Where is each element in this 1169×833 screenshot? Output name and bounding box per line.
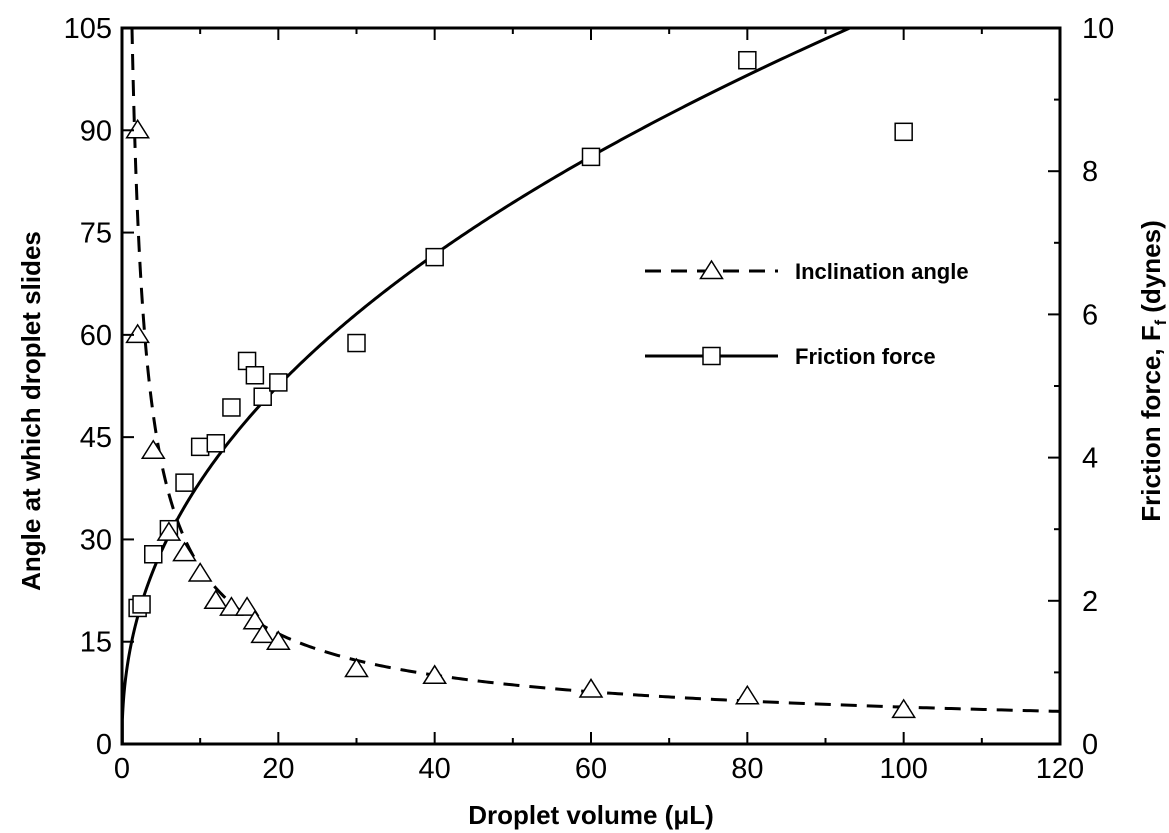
y-left-tick-label: 60 — [80, 320, 112, 352]
friction-force-point — [245, 366, 265, 385]
y-left-tick-label: 45 — [80, 422, 112, 454]
x-axis-title: Droplet volume (μL) — [468, 800, 714, 830]
y-left-tick-label: 30 — [80, 524, 112, 556]
y-left-tick-label: 75 — [80, 218, 112, 250]
y-right-tick-label: 10 — [1082, 13, 1114, 45]
inclination-angle-point — [219, 596, 244, 616]
friction-force-point — [190, 437, 210, 457]
y-left-tick-label: 105 — [64, 13, 112, 45]
friction-force-point — [581, 147, 601, 167]
y-right-tick-label: 2 — [1082, 586, 1098, 618]
right-y-axis-title-main: Friction force, F — [1136, 325, 1166, 521]
inclination-angle-point — [250, 623, 276, 644]
x-tick-label: 80 — [731, 753, 763, 785]
inclination-angle-point — [242, 609, 268, 630]
y-right-tick-label: 4 — [1082, 443, 1098, 475]
y-left-tick-label: 15 — [80, 627, 112, 659]
inclination-angle-point — [734, 684, 760, 705]
friction-force-point — [132, 595, 151, 614]
friction-force-point — [738, 50, 757, 70]
y-left-tick-label: 0 — [96, 729, 112, 761]
fit-curve-inclination — [130, 27, 1061, 713]
left-y-axis-title: Angle at which droplet slides — [16, 231, 46, 591]
right-y-axis-title-subscript: f — [1153, 319, 1169, 325]
y-right-tick-label: 6 — [1082, 299, 1098, 331]
legend-label-friction: Friction force — [795, 344, 936, 369]
inclination-angle-point — [265, 630, 291, 650]
x-tick-label: 60 — [575, 753, 607, 785]
x-tick-label: 100 — [879, 753, 927, 785]
legend-square-marker — [702, 346, 721, 366]
y-right-tick-label: 8 — [1082, 156, 1098, 188]
y-left-tick-label: 90 — [80, 115, 112, 147]
right-y-axis-title: Friction force, Ff (dynes) — [1136, 220, 1169, 521]
inclination-angle-point — [344, 657, 369, 678]
inclination-angle-point — [156, 521, 182, 541]
inclination-angle-point — [125, 323, 150, 344]
inclination-angle-point — [172, 541, 197, 562]
y-right-tick-label: 0 — [1082, 729, 1098, 761]
friction-force-point — [269, 373, 288, 392]
x-tick-label: 120 — [1036, 753, 1084, 785]
friction-force-point — [222, 398, 241, 417]
axis-ticks — [121, 27, 1061, 745]
inclination-angle-point — [891, 698, 917, 719]
legend-triangle-marker — [699, 259, 724, 280]
friction-force-point — [144, 545, 163, 564]
x-tick-label: 40 — [419, 753, 451, 785]
inclination-angle-point — [140, 439, 166, 460]
friction-force-point — [206, 434, 226, 453]
friction-force-point — [347, 333, 366, 353]
friction-force-point — [894, 122, 913, 142]
x-tick-label: 20 — [262, 753, 294, 785]
inclination-angle-point — [125, 118, 150, 139]
fit-curve-friction — [120, 26, 851, 744]
right-y-axis-title-unit: (dynes) — [1136, 220, 1166, 320]
inclination-angle-point — [578, 678, 604, 698]
data-markers — [125, 50, 917, 719]
inclination-angle-point — [203, 589, 229, 610]
inclination-angle-point — [234, 596, 260, 616]
x-tick-label: 0 — [114, 753, 130, 785]
friction-force-point — [425, 247, 444, 267]
inclination-angle-point — [187, 562, 213, 582]
inclination-angle-point — [422, 664, 448, 685]
legend: Inclination angle Friction force — [645, 259, 969, 369]
legend-label-inclination: Inclination angle — [795, 259, 969, 284]
friction-force-point — [253, 387, 272, 406]
friction-force-point — [175, 473, 194, 492]
